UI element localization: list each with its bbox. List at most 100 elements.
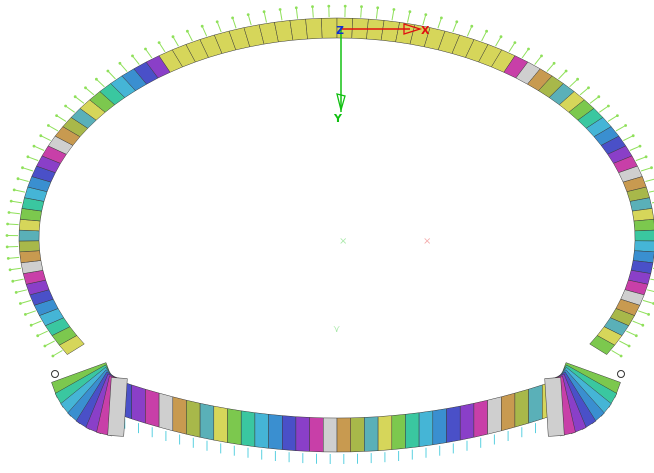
load-arrow-tip: [641, 323, 645, 327]
invert-segment: [459, 402, 475, 441]
load-arrow: [232, 17, 237, 29]
load-arrow: [201, 25, 208, 37]
load-arrow-tip: [7, 211, 11, 214]
secondary-axis-glyphs: × × ⋎: [333, 236, 431, 335]
load-arrow: [158, 42, 166, 53]
load-arrow-tip: [634, 334, 638, 338]
load-arrow: [14, 189, 26, 193]
invert-segment: [158, 392, 174, 432]
load-arrow-tip: [131, 54, 134, 58]
load-arrow-tip: [424, 13, 428, 16]
lining-segment: [18, 219, 41, 232]
load-arrow-tip: [327, 4, 331, 8]
load-arrow-tip: [470, 24, 474, 28]
axis-triad[interactable]: X Y Z: [333, 23, 430, 125]
load-arrow: [626, 330, 637, 337]
load-arrow: [33, 145, 45, 151]
load-arrow-tip: [95, 77, 98, 81]
invert-segment: [405, 412, 420, 449]
load-arrow-tip: [36, 334, 40, 338]
lining-segment: [589, 335, 616, 355]
load-arrow-tip: [26, 155, 30, 159]
load-arrow: [650, 278, 654, 281]
load-arrow: [646, 289, 654, 292]
load-arrow-tip: [650, 166, 653, 170]
load-arrow-tip: [19, 302, 22, 305]
load-arrow-tip: [8, 268, 12, 272]
load-arrow-tip: [624, 124, 627, 127]
load-arrow: [407, 11, 411, 23]
load-arrow: [642, 299, 654, 304]
load-arrow-tip: [278, 8, 282, 11]
y-axis-label: Y: [333, 112, 343, 125]
load-arrow: [645, 178, 654, 182]
load-arrow: [611, 349, 622, 357]
invert-segment: [501, 392, 516, 432]
load-arrow: [632, 320, 643, 326]
load-arrow: [619, 340, 630, 347]
load-arrow-tip: [262, 10, 266, 14]
load-arrow: [10, 267, 22, 271]
x-axis-label: X: [421, 24, 430, 37]
load-arrow: [623, 135, 634, 142]
load-arrow-tip: [47, 124, 50, 127]
bolt-hole: [51, 370, 59, 378]
load-arrow: [629, 145, 641, 151]
load-arrow: [615, 125, 626, 132]
load-arrow: [37, 330, 48, 337]
load-arrow-tip: [311, 5, 314, 8]
load-arrow-tip: [513, 41, 517, 44]
load-arrow-tip: [638, 144, 642, 148]
ghost-x-mark: ×: [423, 236, 431, 247]
load-arrow: [16, 289, 28, 293]
load-arrow-tip: [408, 10, 412, 14]
load-arrow: [295, 7, 299, 19]
invert-segment: [336, 417, 351, 453]
load-arrow: [107, 70, 116, 80]
load-arrow-tip: [12, 188, 16, 192]
load-arrow-tip: [39, 134, 43, 138]
invert-segment: [528, 384, 543, 424]
load-arrow: [558, 70, 567, 80]
load-arrow: [422, 14, 427, 26]
load-arrow-tip: [647, 313, 650, 316]
load-arrow: [247, 14, 252, 26]
invert-segment: [418, 410, 434, 447]
load-arrow: [17, 178, 29, 182]
load-arrow: [44, 340, 55, 347]
load-arrow-tip: [564, 69, 568, 73]
load-arrow-tip: [644, 155, 648, 159]
load-arrow-tip: [106, 69, 110, 73]
lining-segment: [289, 18, 308, 41]
load-arrow: [466, 25, 473, 37]
load-arrow-tip: [231, 16, 235, 20]
load-arrow-tip: [552, 61, 556, 65]
load-arrow: [569, 78, 578, 88]
load-arrow: [508, 42, 516, 53]
load-arrow: [25, 310, 36, 315]
load-arrow: [495, 36, 502, 47]
load-arrow-tip: [343, 4, 347, 8]
load-arrow-tip: [157, 41, 161, 44]
load-arrow-tip: [5, 245, 9, 249]
z-axis-label: Z: [336, 24, 344, 37]
load-arrow-tip: [29, 323, 33, 327]
load-arrow: [263, 11, 267, 23]
load-arrow: [437, 17, 442, 29]
load-arrow-tip: [631, 134, 635, 138]
load-arrow-tip: [84, 86, 87, 90]
lining-segment: [305, 18, 323, 40]
load-arrow-tip: [171, 35, 175, 39]
load-arrow: [85, 87, 95, 96]
invert-segment: [473, 399, 488, 438]
load-arrow-tip: [485, 29, 488, 33]
load-arrow: [589, 96, 600, 104]
load-arrow-tip: [619, 354, 623, 358]
load-arrow-tip: [186, 29, 189, 33]
load-arrow-tip: [24, 313, 27, 316]
load-arrow-tip: [64, 104, 67, 108]
load-arrow: [391, 9, 395, 21]
corner-segment: [107, 377, 128, 437]
load-arrow: [452, 21, 458, 33]
